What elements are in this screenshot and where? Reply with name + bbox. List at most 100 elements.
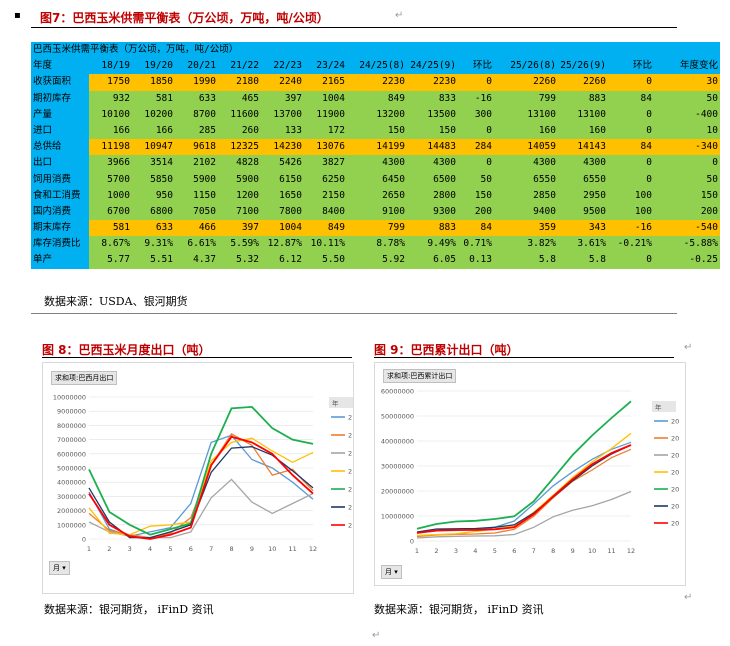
table-cell: 4300 <box>347 155 407 172</box>
table-cell: 581 <box>89 220 132 237</box>
row-label: 收获面积 <box>31 74 89 91</box>
table-cell: 4300 <box>508 155 558 172</box>
x-tick-label: 3 <box>454 547 458 555</box>
table-cell: 0.71% <box>458 236 494 253</box>
table-cell: 5900 <box>175 171 218 188</box>
table-cell: 633 <box>132 220 175 237</box>
table-cell: 6550 <box>508 171 558 188</box>
table-header-cell: 年度变化 <box>679 60 718 72</box>
legend-title: 年 <box>655 403 662 412</box>
series-line-7 <box>416 444 632 534</box>
legend-title: 年 <box>332 399 339 408</box>
table-cell: 9300 <box>407 203 458 221</box>
x-tick-label: 7 <box>532 547 536 555</box>
legend-label: 2 <box>348 522 352 530</box>
table-header-cell: 环比 <box>472 60 492 72</box>
legend-label: 2 <box>348 414 352 422</box>
table-header-cell: 23/24 <box>316 60 345 72</box>
table-cell: 1150 <box>175 187 218 204</box>
table-header-cell: 环比 <box>632 60 652 72</box>
figure9-rule <box>374 357 674 358</box>
figure8-rule <box>42 357 352 358</box>
table-cell: 3966 <box>89 155 132 172</box>
table-cell: -0.21% <box>608 236 654 253</box>
table-cell: 397 <box>261 90 304 107</box>
table-cell: 3827 <box>304 155 347 172</box>
table-cell: 0 <box>458 122 494 140</box>
table-cell <box>494 74 508 91</box>
table-cell: 9.31% <box>132 236 175 253</box>
table-cell: 100 <box>608 187 654 204</box>
table-cell: 5.92 <box>347 252 407 269</box>
table-cell: 4.37 <box>175 252 218 269</box>
table-cell: 172 <box>304 122 347 140</box>
y-tick-label: 50000000 <box>381 413 414 421</box>
table-cell: -340 <box>654 139 720 156</box>
figure9-month-filter[interactable]: 月 ▾ <box>381 565 402 579</box>
table-cell: 7050 <box>175 203 218 221</box>
table-row: 饲用消费 5700 5850 5900 5900 6150 6250 6450 6500 50 65… <box>31 171 720 188</box>
legend-title-box[interactable] <box>329 397 353 408</box>
row-label: 饲用消费 <box>31 171 89 188</box>
table-cell: 950 <box>132 187 175 204</box>
table-cell: 359 <box>508 220 558 237</box>
table-cell: 10 <box>654 122 720 140</box>
table-cell: 1990 <box>175 74 218 91</box>
table-cell: 260 <box>218 122 261 140</box>
legend-label: 20 <box>671 469 679 477</box>
figure8-field-button[interactable]: 求和项:巴西月出口 <box>51 371 118 385</box>
table-cell: 14143 <box>558 139 608 156</box>
series-line-7 <box>88 435 314 540</box>
table-cell: 2650 <box>347 187 407 204</box>
table-cell: 7100 <box>218 203 261 221</box>
table-cell: 3.82% <box>508 236 558 253</box>
table-cell: 0 <box>608 74 654 91</box>
table-header-cell: 21/22 <box>230 60 259 72</box>
table-cell: 84 <box>608 90 654 107</box>
x-tick-label: 4 <box>473 547 477 555</box>
table-cell: 1004 <box>304 90 347 107</box>
y-tick-label: 0 <box>410 538 414 546</box>
table-cell: 14483 <box>407 139 458 156</box>
table-cell: 8.67% <box>89 236 132 253</box>
table-cell: 3.61% <box>558 236 608 253</box>
row-label: 进口 <box>31 122 89 140</box>
table-row: 国内消费 6700 6800 7050 7100 7800 8400 9100 9300 200 9… <box>31 203 720 221</box>
table-cell: 2240 <box>261 74 304 91</box>
table-cell: 14199 <box>347 139 407 156</box>
table-cell: 1200 <box>218 187 261 204</box>
table-row: 收获面积 1750 1850 1990 2180 2240 2165 2230 2230 0 226… <box>31 74 720 91</box>
legend-label: 2 <box>348 468 352 476</box>
table-cell: 13500 <box>407 106 458 123</box>
table-caption-row: 巴西玉米供需平衡表（万公顷，万吨，吨/公顷） <box>31 42 720 59</box>
table-cell: -400 <box>654 106 720 123</box>
table-cell: 1000 <box>89 187 132 204</box>
y-tick-label: 2000000 <box>57 507 86 515</box>
table-cell <box>494 171 508 188</box>
table-cell: 8.78% <box>347 236 407 253</box>
table-cell: 5700 <box>89 171 132 188</box>
table-cell: 5.8 <box>558 252 608 269</box>
table-cell: 12325 <box>218 139 261 156</box>
table-cell: 5.51 <box>132 252 175 269</box>
table-cell: 285 <box>175 122 218 140</box>
legend-label: 2 <box>348 432 352 440</box>
table-row: 出口 3966 3514 2102 4828 5426 3827 4300 4300 0 4300 4… <box>31 155 720 172</box>
table-row: 产量 10100 10200 8700 11600 13700 11900 13200 1350… <box>31 106 720 123</box>
table-header-cell: 24/25(9) <box>410 60 456 72</box>
table-cell: 0 <box>608 171 654 188</box>
figure8-month-filter[interactable]: 月 ▾ <box>49 561 70 575</box>
table-cell: 13100 <box>508 106 558 123</box>
table-cell: 166 <box>89 122 132 140</box>
table-cell: 50 <box>654 90 720 107</box>
legend-label: 20 <box>671 503 679 511</box>
table-cell: 6.12 <box>261 252 304 269</box>
table-cell: -5.88% <box>654 236 720 253</box>
legend-title-box[interactable] <box>652 401 676 412</box>
table-cell: 8400 <box>304 203 347 221</box>
legend-label: 20 <box>671 520 679 528</box>
x-tick-label: 12 <box>309 545 317 553</box>
x-tick-label: 6 <box>189 545 193 553</box>
table-cell: 2165 <box>304 74 347 91</box>
figure9-field-button[interactable]: 求和项:巴西累计出口 <box>383 369 457 383</box>
